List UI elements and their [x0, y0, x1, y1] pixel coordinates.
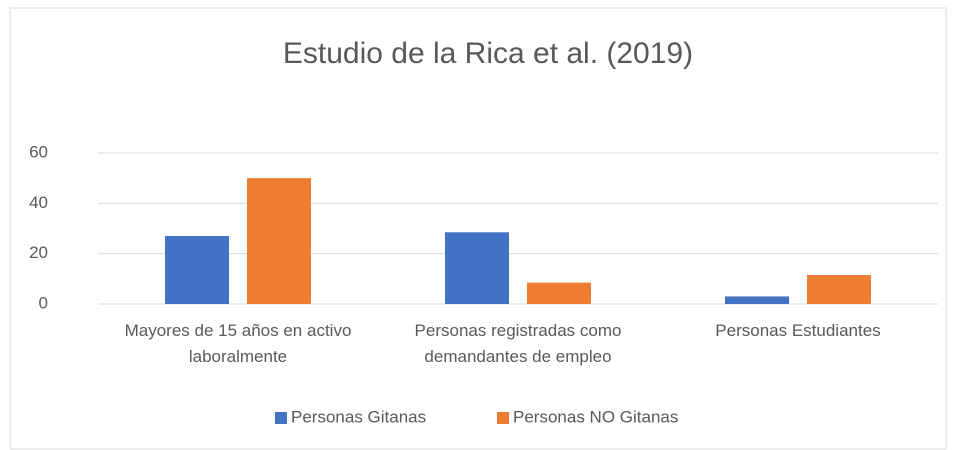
chart-title: Estudio de la Rica et al. (2019)	[283, 37, 693, 70]
x-tick-label: Personas registradas como demandantes de…	[414, 321, 622, 366]
y-tick-label: 60	[29, 142, 48, 161]
x-tick-label: Mayores de 15 años en activo laboralment…	[124, 321, 352, 366]
bar	[807, 275, 871, 304]
legend-swatch	[275, 412, 287, 424]
bar	[445, 232, 509, 304]
y-tick-label: 0	[39, 293, 48, 312]
bar	[527, 282, 591, 304]
bar	[725, 296, 789, 304]
bar	[165, 236, 229, 304]
legend-label: Personas Gitanas	[291, 407, 426, 426]
bar	[247, 178, 311, 304]
y-tick-label: 20	[29, 243, 48, 262]
chart-frame	[9, 7, 947, 450]
legend-label: Personas NO Gitanas	[513, 407, 678, 426]
y-tick-label: 40	[29, 193, 48, 212]
legend-swatch	[497, 412, 509, 424]
x-tick-label: Personas Estudiantes	[715, 321, 881, 340]
